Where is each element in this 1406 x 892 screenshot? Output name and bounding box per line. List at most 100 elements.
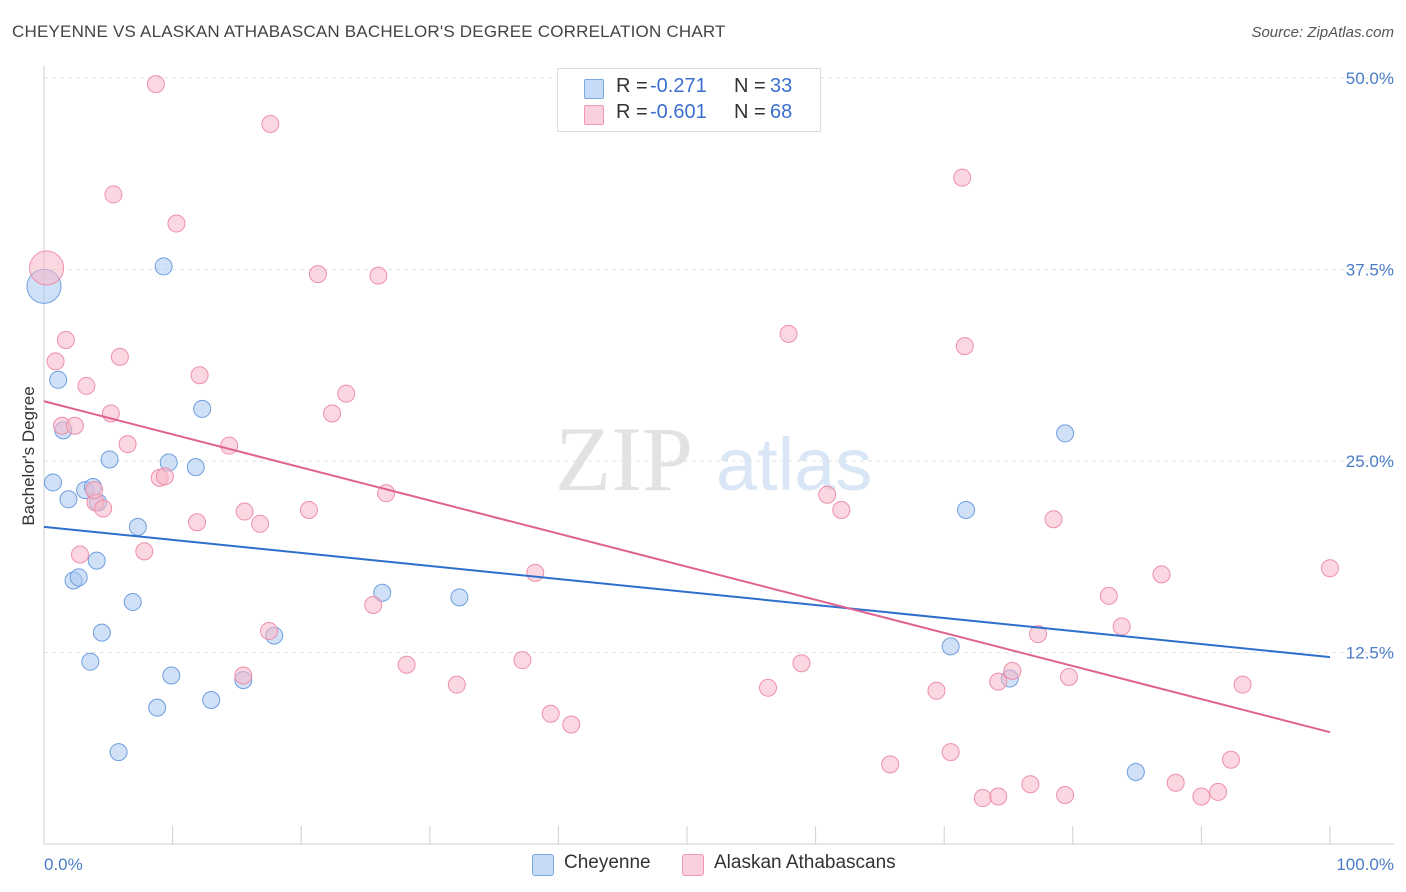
alaskan-athabascans-point xyxy=(397,655,416,674)
cheyenne-point xyxy=(59,490,78,509)
alaskan-athabascans-point xyxy=(1192,787,1211,806)
alaskan-athabascans-point xyxy=(953,168,972,187)
cheyenne-point xyxy=(154,257,173,276)
alaskan-athabascans-point xyxy=(146,75,165,94)
alaskan-athabascans-point xyxy=(818,485,837,504)
alaskan-athabascans-point xyxy=(526,563,545,582)
alaskan-athabascans-point xyxy=(65,416,84,435)
r-label: R = xyxy=(616,101,648,123)
cheyenne-point xyxy=(100,450,119,469)
alaskan-athabascans-point xyxy=(56,330,75,349)
alaskan-athabascans-point xyxy=(941,743,960,762)
alaskan-athabascans-point xyxy=(973,789,992,808)
cheyenne-point xyxy=(1126,762,1145,781)
cheyenne-point xyxy=(148,698,167,717)
cheyenne-point xyxy=(957,501,976,520)
cheyenne-point xyxy=(44,473,63,492)
alaskan-athabascans-point xyxy=(94,499,113,518)
alaskan-athabascans-point xyxy=(135,542,154,561)
alaskan-athabascans-legend-swatch xyxy=(682,854,704,876)
chart-title: CHEYENNE VS ALASKAN ATHABASCAN BACHELOR'… xyxy=(12,22,726,41)
alaskan-athabascans-point xyxy=(779,324,798,343)
n-value: 33 xyxy=(770,75,793,97)
alaskan-athabascans-point xyxy=(1029,625,1048,644)
r-value: -0.271 xyxy=(650,75,707,97)
y-tick-label: 37.5% xyxy=(1346,261,1394,280)
alaskan-athabascans-point xyxy=(1003,661,1022,680)
alaskan-athabascans-point xyxy=(1044,510,1063,529)
alaskan-athabascans-point xyxy=(1209,782,1228,801)
axis-labels: Bachelor's Degree 0.0% 100.0% xyxy=(19,386,1394,874)
alaskan-athabascans-point xyxy=(989,787,1008,806)
trend-lines xyxy=(43,400,1331,734)
cheyenne-point xyxy=(1056,424,1075,443)
y-tick-label: 50.0% xyxy=(1346,69,1394,88)
alaskan-athabascans-point xyxy=(337,384,356,403)
cheyenne-swatch xyxy=(584,79,604,99)
cheyenne-point xyxy=(202,690,221,709)
y-tick-label: 25.0% xyxy=(1346,452,1394,471)
cheyenne-point xyxy=(373,583,392,602)
n-label: N = xyxy=(734,101,766,123)
cheyenne-legend-swatch xyxy=(532,854,554,876)
alaskan-athabascans-point xyxy=(955,337,974,356)
alaskan-athabascans-point xyxy=(447,675,466,694)
alaskan-athabascans-point xyxy=(261,114,280,133)
alaskan-athabascans-point xyxy=(989,672,1008,691)
alaskan-athabascans-point xyxy=(1233,675,1252,694)
cheyenne-point xyxy=(123,592,142,611)
watermark-atlas: atlas xyxy=(716,423,872,506)
alaskan-athabascans-point xyxy=(369,266,388,285)
alaskan-athabascans-point xyxy=(759,678,778,697)
y-axis-label: Bachelor's Degree xyxy=(19,386,38,525)
cheyenne-point xyxy=(162,666,181,685)
alaskan-athabascans-point xyxy=(1099,586,1118,605)
alaskan-athabascans-point xyxy=(1056,785,1075,804)
r-value: -0.601 xyxy=(650,101,707,123)
cheyenne-point xyxy=(92,623,111,642)
alaskan-athabascans-point xyxy=(1152,565,1171,584)
stats-legend: R = -0.271 N = 33 R = -0.601 N = 68 xyxy=(557,68,821,132)
x-tick-label-min: 0.0% xyxy=(44,855,83,874)
cheyenne-point xyxy=(193,399,212,418)
alaskan-athabascans-point xyxy=(188,513,207,532)
watermark-zip: ZIP xyxy=(555,408,693,510)
cheyenne-point xyxy=(450,588,469,607)
alaskan-athabascans-point xyxy=(110,347,129,366)
cheyenne-point xyxy=(81,652,100,671)
cheyenne-point xyxy=(128,517,147,536)
alaskan-athabascans-point xyxy=(235,502,254,521)
alaskan-athabascans-point xyxy=(85,481,104,500)
cheyenne-point xyxy=(186,458,205,477)
legend-label-alaskan-athabascans: Alaskan Athabascans xyxy=(714,852,896,873)
alaskan-athabascans-point xyxy=(881,755,900,774)
data-points xyxy=(26,75,1339,808)
alaskan-athabascans-point xyxy=(1321,559,1339,578)
alaskan-athabascans-swatch xyxy=(584,105,604,125)
alaskan-athabascans-point xyxy=(71,545,90,564)
alaskan-athabascans-point xyxy=(1059,668,1078,687)
n-value: 68 xyxy=(770,101,793,123)
alaskan-athabascans-point xyxy=(299,501,318,520)
alaskan-athabascans-point xyxy=(77,376,96,395)
series-legend: Cheyenne Alaskan Athabascans xyxy=(0,852,1406,878)
n-label: N = xyxy=(734,75,766,97)
alaskan-athabascans-point xyxy=(118,435,137,454)
alaskan-athabascans-point xyxy=(104,185,123,204)
alaskan-athabascans-point xyxy=(323,404,342,423)
cheyenne-point xyxy=(941,637,960,656)
alaskan-athabascans-point xyxy=(46,352,65,371)
gridlines xyxy=(44,77,1394,653)
cheyenne-point xyxy=(49,370,68,389)
alaskan-athabascans-point xyxy=(832,501,851,520)
cheyenne-point xyxy=(69,568,88,587)
alaskan-athabascans-point xyxy=(260,622,279,641)
alaskan-athabascans-point xyxy=(541,704,560,723)
alaskan-athabascans-point xyxy=(364,596,383,615)
cheyenne-point xyxy=(87,551,106,570)
axes xyxy=(43,66,1394,845)
alaskan-athabascans-point xyxy=(155,467,174,486)
alaskan-athabascans-point xyxy=(792,654,811,673)
alaskan-athabascans-point xyxy=(1166,773,1185,792)
